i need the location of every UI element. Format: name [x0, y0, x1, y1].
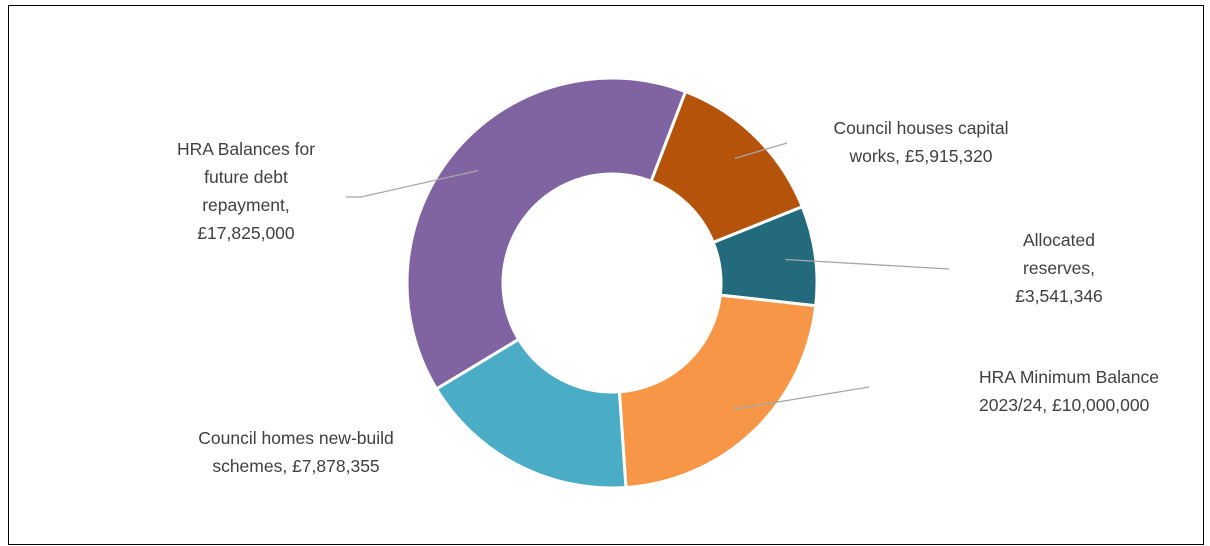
data-label-1-line-1: reserves,	[1023, 258, 1095, 278]
data-label-0-line-1: works, £5,915,320	[848, 146, 992, 166]
leader-line-1	[785, 258, 950, 270]
data-label-4-line-2: repayment,	[202, 195, 290, 215]
data-label-3-line-0: Council homes new-build	[198, 428, 394, 448]
data-label-4-line-3: £17,825,000	[197, 223, 295, 243]
slice-2	[617, 293, 818, 490]
data-label-4-line-1: future debt	[204, 167, 288, 187]
data-label-0: Council houses capital works, £5,915,320	[833, 118, 1008, 166]
data-label-2-line-0: HRA Minimum Balance	[979, 367, 1159, 387]
slice-4	[405, 76, 688, 391]
data-label-3-line-1: schemes, £7,878,355	[212, 456, 379, 476]
data-label-2-line-1: 2023/24, £10,000,000	[979, 395, 1150, 415]
data-label-4-line-0: HRA Balances for	[177, 139, 315, 159]
data-label-4: HRA Balances for future debt repayment, £17…	[177, 139, 315, 243]
chart-frame: Council houses capital works, £5,915,320 A…	[8, 5, 1204, 545]
leader-line-2	[732, 386, 870, 411]
data-label-0-line-0: Council houses capital	[833, 118, 1008, 138]
data-label-3: Council homes new-build schemes, £7,878,3…	[198, 428, 394, 476]
slices-group	[405, 76, 819, 490]
leader-line-0	[734, 142, 788, 159]
data-label-1: Allocated reserves, £3,541,346	[1015, 230, 1103, 306]
slice-3	[434, 337, 628, 490]
doughnut-chart: Council houses capital works, £5,915,320 A…	[177, 76, 1159, 490]
data-label-1-line-2: £3,541,346	[1015, 286, 1103, 306]
data-labels-group: Council houses capital works, £5,915,320 A…	[177, 118, 1159, 476]
data-label-1-line-0: Allocated	[1023, 230, 1095, 250]
leader-line-4	[346, 169, 478, 198]
leader-lines-group	[346, 142, 950, 411]
data-label-2: HRA Minimum Balance 2023/24, £10,000,000	[979, 367, 1159, 415]
